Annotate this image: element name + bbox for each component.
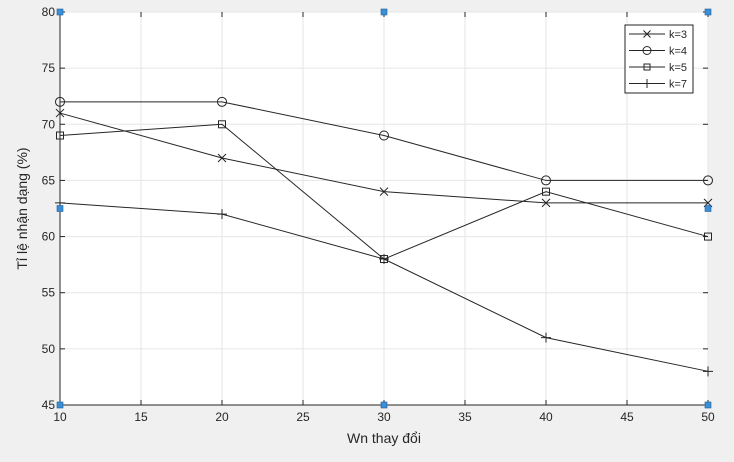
legend-item[interactable]: k=7: [629, 79, 687, 91]
data-point: [542, 187, 550, 196]
x-tick-label: 50: [701, 410, 715, 424]
legend-item[interactable]: k=3: [629, 29, 687, 41]
y-tick-label: 55: [42, 286, 56, 300]
selection-handle[interactable]: [704, 205, 712, 212]
data-point: [379, 130, 389, 141]
selection-handle[interactable]: [380, 8, 388, 16]
legend-label: k=7: [669, 79, 687, 91]
series-k-3: [55, 108, 713, 208]
data-point: [56, 131, 64, 140]
data-point: [541, 198, 551, 208]
legend-box: [624, 24, 694, 94]
selection-handle[interactable]: [56, 401, 64, 409]
grid: [59, 11, 709, 406]
x-tick-label: 25: [296, 410, 310, 424]
legend-marker-icon: [642, 79, 652, 88]
y-tick-label: 75: [42, 61, 56, 75]
series-k-7: [55, 197, 713, 377]
legend-item[interactable]: k=5: [629, 62, 687, 74]
data-point: [703, 175, 713, 186]
y-tick-label: 60: [42, 230, 56, 244]
series-layer: [55, 96, 713, 377]
series-k-4: [55, 96, 713, 186]
selection-handle[interactable]: [704, 8, 712, 16]
x-tick-label: 30: [377, 410, 391, 424]
legend-label: k=5: [669, 62, 687, 74]
x-tick-label: 40: [539, 410, 553, 424]
legend-marker-icon: [642, 46, 652, 55]
selection-handle[interactable]: [380, 401, 388, 409]
selection-handles[interactable]: [56, 8, 712, 409]
x-axis-label: Wn thay đổi: [347, 430, 421, 446]
data-point: [541, 175, 551, 186]
series-line: [60, 101, 708, 181]
data-point: [55, 96, 65, 107]
data-point: [541, 332, 551, 343]
legend-marker-icon: [643, 30, 651, 38]
x-tick-label: 35: [458, 410, 472, 424]
data-point: [379, 187, 389, 197]
selection-handle[interactable]: [56, 205, 64, 212]
legend-item[interactable]: k=4: [629, 46, 687, 58]
data-point: [217, 153, 227, 163]
x-tick-label: 10: [53, 410, 67, 424]
legend-label: k=3: [669, 29, 687, 41]
data-point: [217, 96, 227, 107]
selection-handle[interactable]: [56, 8, 64, 16]
data-point: [218, 120, 226, 129]
data-point: [703, 366, 713, 377]
y-tick-label: 80: [42, 5, 56, 19]
data-point: [55, 108, 65, 118]
y-tick-label: 50: [42, 342, 56, 356]
x-tick-label: 15: [134, 410, 148, 424]
legend[interactable]: k=3 k=4 k=5 k=7: [624, 24, 694, 94]
y-tick-label: 70: [42, 117, 56, 131]
selection-handle[interactable]: [704, 401, 712, 409]
x-tick-label: 45: [620, 410, 634, 424]
y-tick-label: 45: [42, 398, 56, 412]
data-point: [379, 254, 389, 265]
x-tick-label: 20: [215, 410, 229, 424]
data-point: [704, 232, 712, 241]
legend-label: k=4: [669, 46, 687, 58]
data-point: [217, 209, 227, 220]
y-tick-label: 65: [42, 173, 56, 187]
legend-marker-icon: [643, 63, 651, 71]
y-axis-label: Tỉ lệ nhận dạng (%): [14, 147, 30, 269]
